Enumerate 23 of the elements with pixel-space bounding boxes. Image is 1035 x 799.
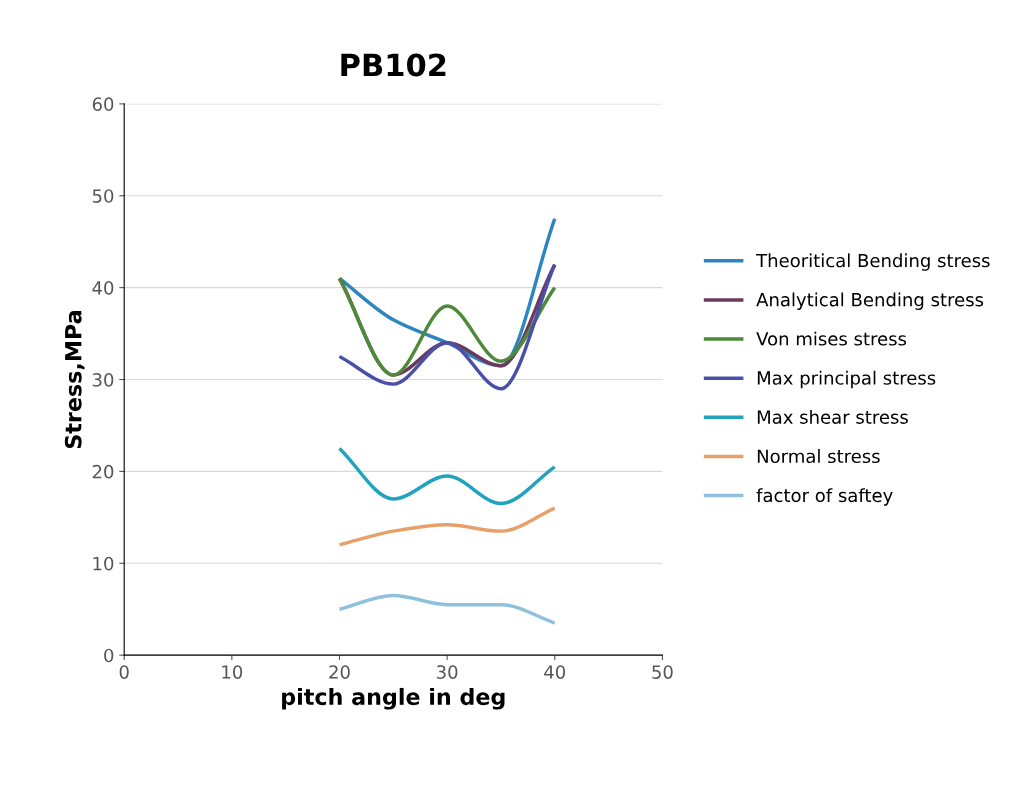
legend-label: Max shear stress xyxy=(757,409,908,424)
x-tick-label: 20 xyxy=(329,665,350,679)
legend-label: Max principal stress xyxy=(757,370,936,389)
y-tick-label: 20 xyxy=(92,464,114,479)
legend-label: Von mises stress xyxy=(756,331,907,346)
x-tick-label: 30 xyxy=(437,665,458,679)
legend-label: Theoritical Bending stress xyxy=(756,253,990,271)
x-axis-title: pitch angle in deg xyxy=(282,687,505,710)
y-axis-title: Stress,MPa xyxy=(64,311,85,449)
legend-label: Analytical Bending stress xyxy=(756,292,984,310)
chart-title: PB102 xyxy=(341,53,446,77)
x-tick-label: 10 xyxy=(222,665,243,679)
legend-label: factor of saftey xyxy=(756,488,893,506)
x-tick-label: 40 xyxy=(544,665,566,679)
y-tick-label: 10 xyxy=(93,556,114,571)
y-tick-label: 40 xyxy=(92,281,114,295)
y-tick-label: 30 xyxy=(92,372,114,387)
y-tick-label: 0 xyxy=(104,648,114,663)
y-tick-label: 50 xyxy=(92,189,114,203)
y-tick-label: 60 xyxy=(92,97,114,111)
x-tick-label: 0 xyxy=(119,665,129,679)
x-tick-label: 50 xyxy=(652,665,673,679)
legend-label: Normal stress xyxy=(757,449,880,464)
